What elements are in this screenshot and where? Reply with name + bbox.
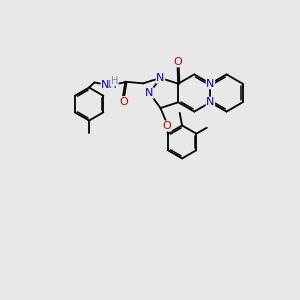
Text: H: H [111, 76, 118, 86]
Text: O: O [120, 97, 129, 107]
Text: N: N [156, 73, 165, 83]
Text: N: N [206, 79, 214, 89]
Text: N: N [146, 88, 154, 98]
Text: NH: NH [101, 80, 118, 90]
Text: N: N [206, 97, 214, 107]
Text: O: O [173, 57, 182, 67]
Text: O: O [162, 121, 171, 131]
